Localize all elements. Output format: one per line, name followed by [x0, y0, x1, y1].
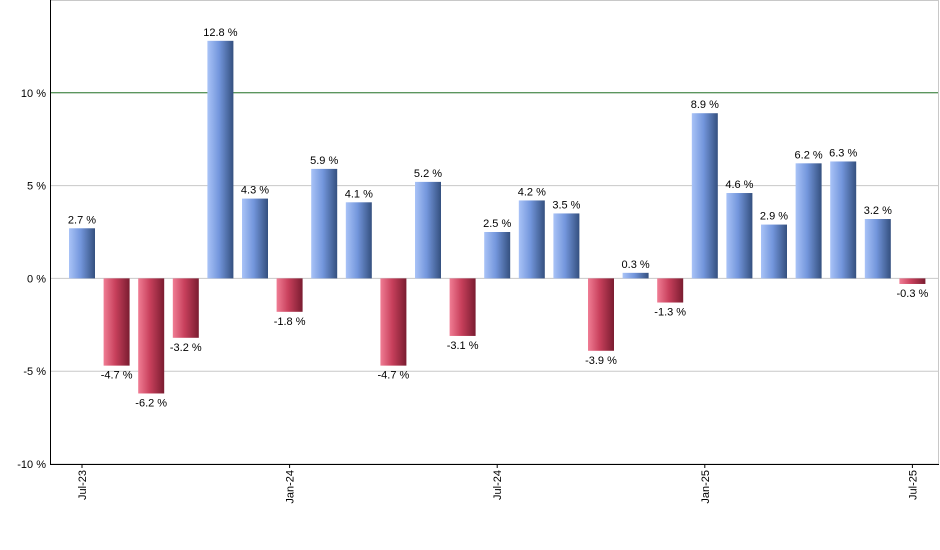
bar-positive: [415, 181, 441, 279]
x-tick-label: Jan-24: [285, 470, 297, 504]
bar-value-label: 8.9 %: [691, 99, 719, 111]
bar-positive: [761, 224, 787, 279]
bar-positive: [691, 113, 718, 279]
bar-positive: [69, 228, 95, 279]
bar-value-label: 5.9 %: [310, 155, 338, 167]
bar-value-label: 4.2 %: [518, 186, 546, 198]
bar-value-label: 2.9 %: [760, 211, 788, 223]
x-tick-label: Jul-25: [907, 470, 919, 500]
bar-value-label: 3.5 %: [552, 199, 580, 211]
bar-positive: [242, 198, 268, 279]
bar-value-label: 2.5 %: [483, 218, 511, 230]
labels: -10 % -5 % 0 % 5 % 10 % 2.7 % -4.7 % -6.2 % -3.2…: [17, 27, 928, 504]
bar-value-label: -1.3 %: [654, 307, 686, 319]
y-tick-label: -5 %: [23, 366, 46, 378]
bar-positive: [345, 202, 372, 279]
bar-value-label: 12.8 %: [203, 27, 237, 39]
bar-negative: [103, 278, 130, 366]
y-tick-label: 10 %: [21, 88, 46, 100]
bar-positive: [864, 219, 891, 279]
bar-positive: [553, 213, 580, 279]
bar-positive: [207, 40, 234, 279]
bar-value-label: 2.7 %: [68, 214, 96, 226]
bar-negative: [899, 278, 926, 284]
bar-value-label: -3.9 %: [585, 355, 617, 367]
bar-value-label: -4.7 %: [378, 370, 410, 382]
y-tick-label: 0 %: [27, 273, 46, 285]
bar-positive: [830, 161, 857, 279]
x-tick-label: Jul-24: [492, 470, 504, 500]
bar-value-label: -0.3 %: [897, 288, 929, 300]
bar-positive: [518, 200, 545, 279]
y-tick-label: 5 %: [27, 181, 46, 193]
bar-negative: [657, 278, 684, 303]
bar-value-label: 3.2 %: [864, 205, 892, 217]
bar-value-label: -3.1 %: [447, 340, 479, 352]
bar-negative: [276, 278, 303, 312]
bar-value-label: 4.6 %: [725, 179, 753, 191]
bar-positive: [484, 232, 511, 279]
bar-negative: [449, 278, 476, 336]
bar-value-label: 4.1 %: [345, 188, 373, 200]
y-tick-label: -10 %: [17, 459, 46, 471]
bar-positive: [311, 168, 338, 279]
bar-value-label: -1.8 %: [274, 316, 306, 328]
bar-value-label: 6.3 %: [829, 147, 857, 159]
bar-value-label: 4.3 %: [241, 185, 269, 197]
axes: [50, 0, 939, 468]
bar-positive: [622, 272, 649, 279]
bar-value-label: -3.2 %: [170, 342, 202, 354]
bar-positive: [795, 163, 822, 279]
bar-value-label: 5.2 %: [414, 168, 442, 180]
bar-negative: [380, 278, 407, 366]
bars: [69, 40, 926, 394]
bar-negative: [588, 278, 614, 351]
bar-value-label: -4.7 %: [101, 370, 133, 382]
bar-positive: [726, 193, 753, 279]
bar-value-label: -6.2 %: [135, 397, 167, 409]
bar-value-label: 6.2 %: [795, 149, 823, 161]
bar-negative: [138, 278, 165, 394]
x-tick-label: Jan-25: [700, 470, 712, 504]
bar-value-label: 0.3 %: [622, 259, 650, 271]
bar-negative: [172, 278, 199, 338]
x-tick-label: Jul-23: [77, 470, 89, 500]
